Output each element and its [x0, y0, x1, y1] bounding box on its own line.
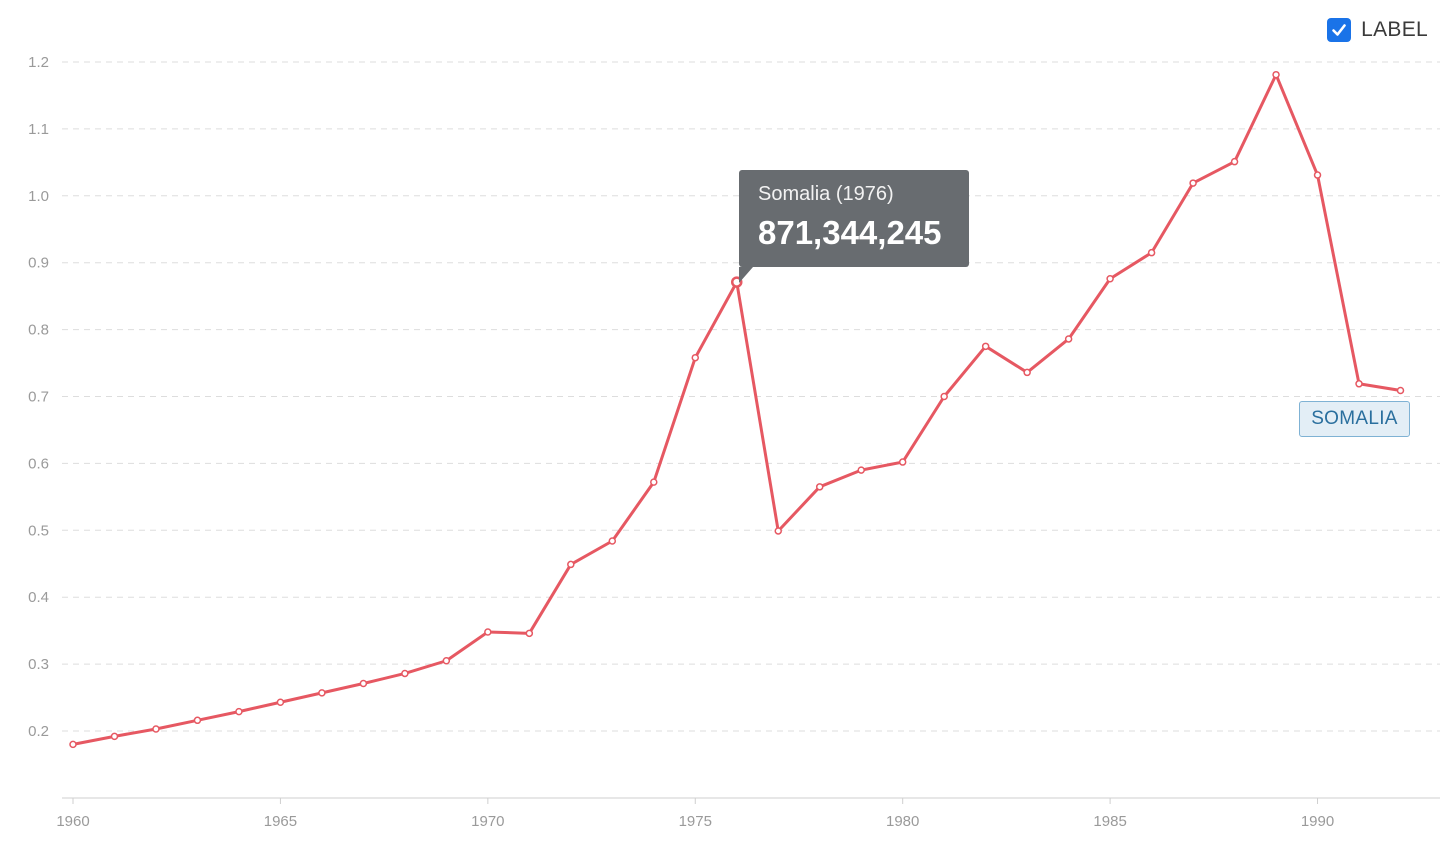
data-point[interactable] [1313, 171, 1322, 179]
tooltip-value: 871,344,245 [758, 214, 942, 251]
label-toggle-text: LABEL [1361, 18, 1428, 41]
data-point[interactable] [193, 716, 202, 725]
data-point[interactable] [940, 392, 948, 401]
x-tick-label: 1985 [1093, 813, 1126, 830]
data-point[interactable] [981, 342, 990, 351]
data-point[interactable] [110, 732, 119, 741]
data-point[interactable] [1355, 380, 1363, 388]
x-tick-label: 1960 [56, 813, 89, 830]
x-tick-label: 1975 [679, 813, 712, 830]
data-point[interactable] [691, 353, 700, 362]
data-point[interactable] [898, 458, 907, 466]
label-toggle[interactable]: LABEL [1327, 18, 1428, 42]
y-tick-label: 0.2 [28, 723, 49, 740]
x-tick-label: 1990 [1301, 813, 1334, 830]
data-point[interactable] [359, 679, 368, 688]
data-point[interactable] [774, 527, 782, 535]
data-point[interactable] [608, 537, 617, 545]
data-point[interactable] [1272, 70, 1280, 79]
series-somalia [69, 70, 1405, 749]
data-point[interactable] [650, 478, 658, 486]
data-point[interactable] [1147, 248, 1156, 257]
y-tick-label: 1.2 [28, 54, 49, 71]
data-point[interactable] [152, 725, 160, 733]
tooltip: Somalia (1976) 871,344,245 [739, 170, 969, 283]
data-point[interactable] [442, 657, 451, 665]
y-tick-label: 1.0 [28, 188, 49, 205]
y-tick-label: 0.7 [28, 389, 49, 406]
data-point[interactable] [525, 629, 534, 638]
y-tick-label: 0.3 [28, 656, 49, 673]
checkmark-icon [1332, 24, 1346, 36]
gridlines [62, 61, 1440, 732]
y-tick-label: 1.1 [28, 121, 49, 138]
y-tick-label: 0.9 [28, 255, 49, 272]
data-point[interactable] [567, 560, 575, 569]
label-checkbox[interactable] [1327, 18, 1352, 42]
axes: 0.2 0.3 0.4 0.5 0.6 0.7 0.8 0.9 1.0 1.1 1.2 1960 196… [28, 54, 1440, 830]
data-point[interactable] [1064, 335, 1073, 343]
series-end-label[interactable]: SOMALIA [1299, 401, 1410, 437]
series-line [71, 73, 1402, 746]
x-tick-label: 1970 [471, 813, 504, 830]
tooltip-title: Somalia (1976) [758, 183, 894, 205]
y-tick-label: 0.5 [28, 522, 49, 539]
y-tick-label: 0.6 [28, 455, 49, 472]
data-point[interactable] [235, 707, 243, 716]
data-point[interactable] [1230, 157, 1239, 166]
data-point[interactable] [1396, 386, 1405, 395]
data-point[interactable] [484, 628, 492, 636]
y-tick-label: 0.8 [28, 322, 49, 339]
data-point[interactable] [69, 740, 77, 749]
data-point[interactable] [1106, 275, 1114, 283]
data-point[interactable] [815, 483, 824, 491]
data-point[interactable] [1189, 179, 1197, 187]
x-tick-label: 1980 [886, 813, 919, 830]
y-tick-label: 0.4 [28, 589, 49, 606]
data-point[interactable] [857, 466, 865, 474]
x-tick-label: 1965 [264, 813, 297, 830]
data-point[interactable] [401, 669, 409, 678]
data-point[interactable] [1023, 368, 1031, 377]
data-point[interactable] [318, 689, 326, 697]
data-point[interactable] [276, 698, 285, 706]
